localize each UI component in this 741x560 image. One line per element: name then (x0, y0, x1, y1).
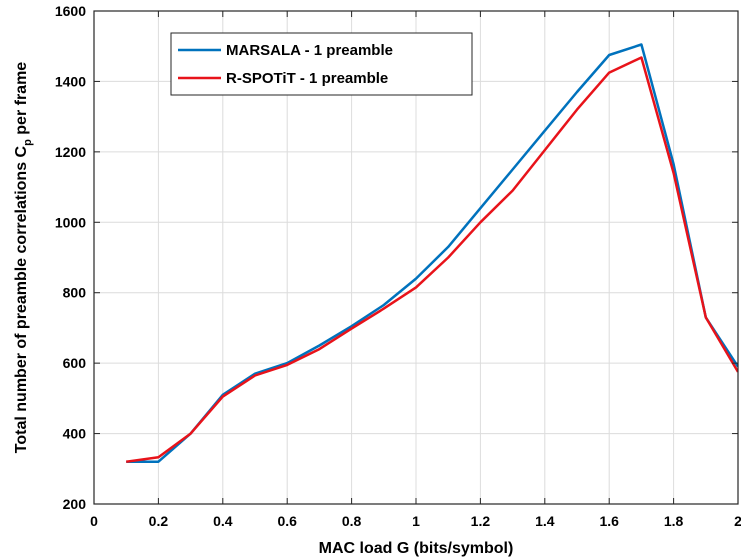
y-tick-label: 600 (63, 355, 87, 371)
x-tick-label: 0.4 (213, 513, 233, 529)
series-line-marsala (126, 43, 738, 463)
x-tick-label: 1 (412, 513, 420, 529)
x-tick-label: 1.4 (535, 513, 555, 529)
legend-label-rspotit: R-SPOTiT - 1 preamble (226, 70, 388, 87)
y-tick-label: 400 (63, 426, 87, 442)
y-tick-label: 1600 (55, 3, 86, 19)
y-axis-label: Total number of preamble correlations Cp… (13, 62, 34, 454)
legend: MARSALA - 1 preamble R-SPOTiT - 1 preamb… (170, 32, 473, 96)
y-tick-label: 1200 (55, 144, 86, 160)
x-tick-label: 0.2 (149, 513, 169, 529)
series-group (126, 43, 738, 463)
x-tick-label: 0 (90, 513, 98, 529)
y-axis-label-subscript: p (22, 139, 34, 146)
x-tick-label: 1.8 (664, 513, 684, 529)
x-tick-label: 1.6 (599, 513, 619, 529)
y-tick-label: 1000 (55, 214, 86, 230)
y-tick-label: 1400 (55, 73, 86, 89)
x-tick-label: 0.6 (277, 513, 297, 529)
series-line-rspotit (126, 56, 738, 463)
legend-box (170, 32, 473, 96)
ticks: 0 0.2 0.4 0.6 0.8 1 1.2 1.4 1.6 1.8 2 200 400 600 800 1… (55, 3, 741, 529)
y-tick-label: 800 (63, 285, 87, 301)
x-tick-label: 0.8 (342, 513, 362, 529)
legend-label-marsala: MARSALA - 1 preamble (226, 42, 393, 59)
y-axis-label-main: Total number of preamble correlations C (13, 145, 30, 453)
x-tick-label: 2 (734, 513, 741, 529)
y-tick-label: 200 (63, 496, 87, 512)
x-tick-label: 1.2 (471, 513, 491, 529)
y-axis-label-tail: per frame (13, 62, 30, 139)
x-axis-label: MAC load G (bits/symbol) (319, 540, 514, 557)
